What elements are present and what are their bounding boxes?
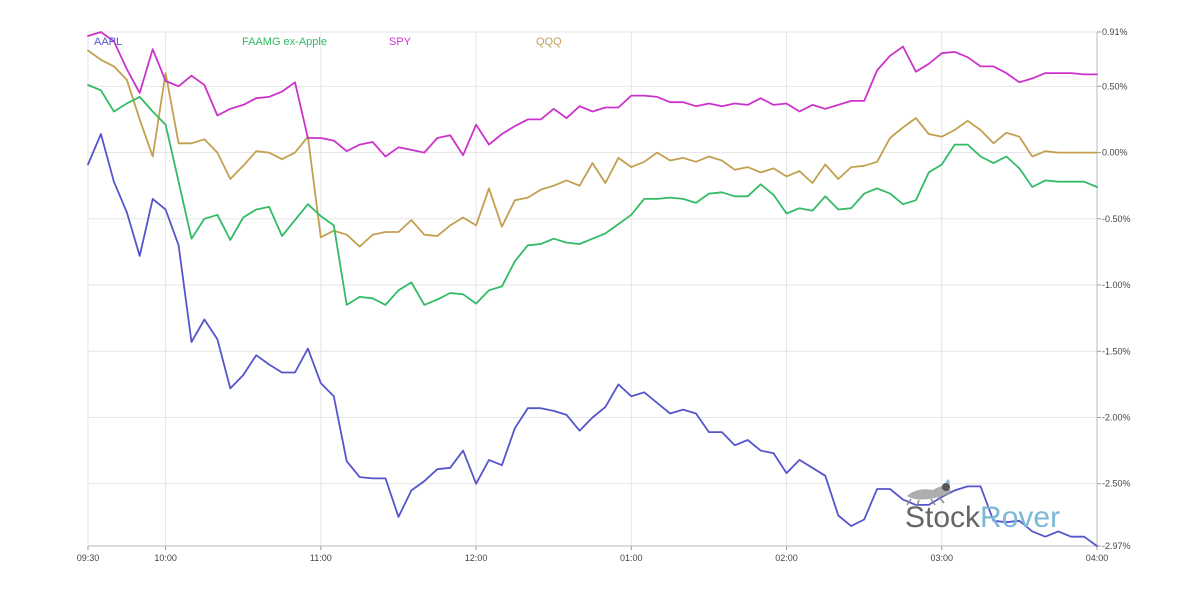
y-tick-label: -2.97% xyxy=(1102,541,1131,551)
x-tick-label: 10:00 xyxy=(154,553,177,563)
series-line-spy xyxy=(87,31,1098,158)
svg-text:StockRover: StockRover xyxy=(905,501,1060,534)
x-tick-label: 02:00 xyxy=(775,553,798,563)
stockrover-watermark: StockRover xyxy=(905,479,1060,534)
x-tick-label: 12:00 xyxy=(465,553,488,563)
x-tick-label: 04:00 xyxy=(1086,553,1109,563)
y-tick-label: -1.00% xyxy=(1102,280,1131,290)
y-tick-label: 0.91% xyxy=(1102,27,1128,37)
brand-stock: Stock xyxy=(905,501,981,534)
legend-item-spy[interactable]: SPY xyxy=(389,36,412,48)
y-tick-label: -2.00% xyxy=(1102,413,1131,423)
brand-rover: Rover xyxy=(980,501,1060,534)
legend-item-qqq[interactable]: QQQ xyxy=(536,36,562,48)
series-layer xyxy=(87,31,1098,547)
x-tick-label: 01:00 xyxy=(620,553,643,563)
chart-axes: 0.91% 0.50% 0.00% -0.50% -1.00% -1.50% -2.00% -… xyxy=(77,27,1131,563)
x-tick-label: 11:00 xyxy=(310,553,332,563)
y-tick-label: -0.50% xyxy=(1102,214,1131,224)
series-line-faamg-ex-apple xyxy=(87,84,1098,306)
y-tick-label: -2.50% xyxy=(1102,479,1131,489)
x-tick-label: 03:00 xyxy=(931,553,954,563)
x-tick-label: 09:30 xyxy=(77,553,100,563)
series-line-qqq xyxy=(87,49,1098,248)
y-tick-label: -1.50% xyxy=(1102,346,1131,356)
grid-lines xyxy=(87,31,1098,546)
legend-item-faamg-ex-apple[interactable]: FAAMG ex-Apple xyxy=(242,36,327,48)
legend-item-aapl[interactable]: AAPL xyxy=(94,36,122,48)
y-tick-label: 0.00% xyxy=(1102,148,1128,158)
y-tick-label: 0.50% xyxy=(1102,81,1128,91)
chart-legend: AAPL FAAMG ex-Apple SPY QQQ xyxy=(94,36,562,48)
rover-dog-icon xyxy=(906,479,951,507)
series-line-aapl xyxy=(87,133,1098,547)
